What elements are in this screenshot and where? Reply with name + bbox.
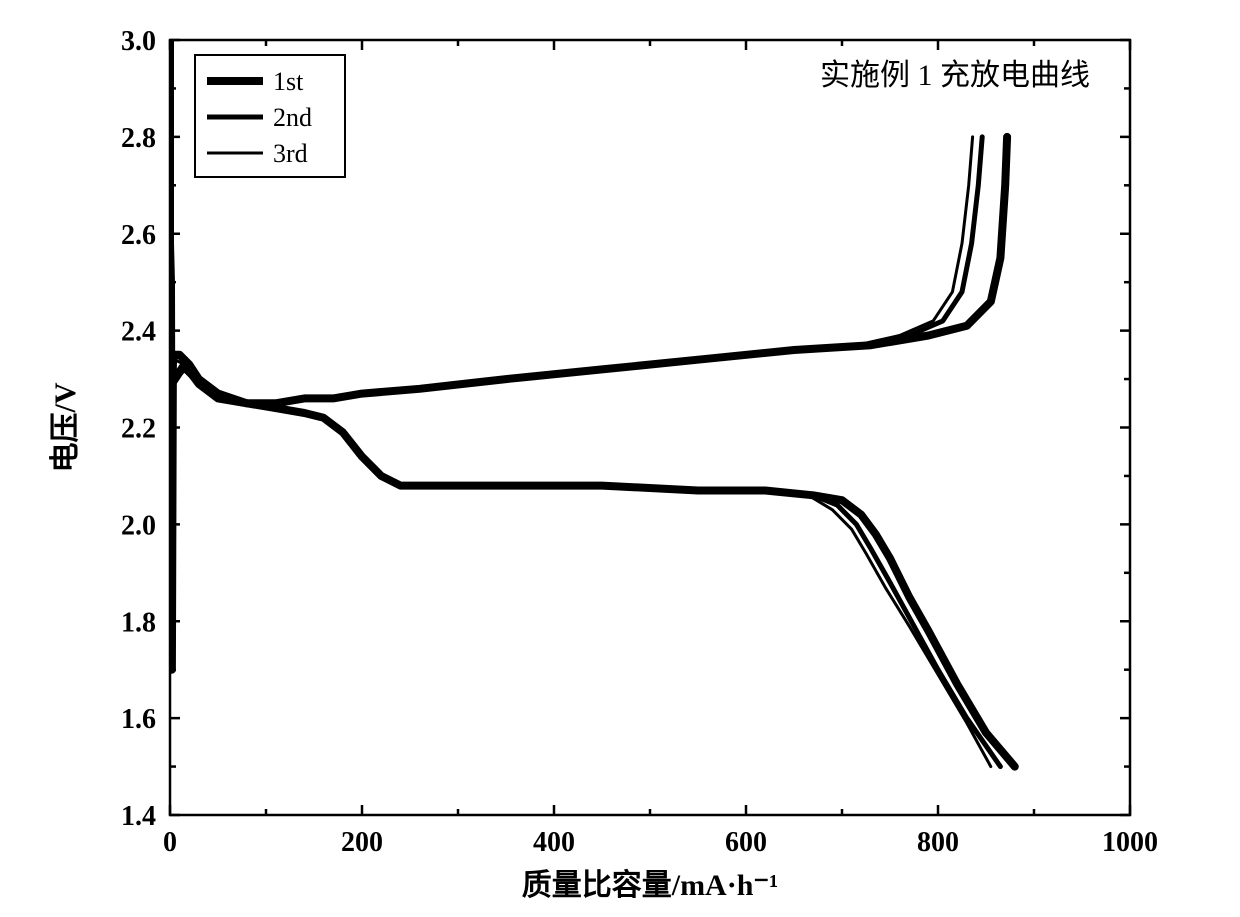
y-tick-label: 1.4 [121, 801, 156, 832]
legend-label: 2nd [273, 103, 312, 132]
y-tick-label: 2.2 [121, 414, 156, 445]
x-tick-label: 600 [725, 827, 767, 858]
x-axis-label: 质量比容量/mA·h⁻¹ [522, 869, 779, 902]
x-tick-label: 1000 [1102, 827, 1158, 858]
y-tick-label: 2.8 [121, 123, 156, 154]
y-tick-label: 2.0 [121, 510, 156, 541]
chart-title: 实施例 1 充放电曲线 [820, 59, 1090, 92]
y-tick-label: 2.6 [121, 220, 156, 251]
y-tick-label: 1.6 [121, 704, 156, 735]
x-tick-label: 400 [533, 827, 575, 858]
y-tick-label: 2.4 [121, 317, 156, 348]
x-tick-label: 0 [163, 827, 177, 858]
x-tick-label: 800 [917, 827, 959, 858]
legend-label: 1st [273, 67, 304, 96]
y-axis-label: 电压/V [49, 382, 82, 472]
x-tick-label: 200 [341, 827, 383, 858]
legend: 1st 2nd 3rd [195, 55, 345, 177]
y-tick-label: 3.0 [121, 26, 156, 57]
legend-label: 3rd [273, 139, 308, 168]
y-tick-label: 1.8 [121, 607, 156, 638]
charge-discharge-chart: 0 200 400 600 800 1000 1.4 1.6 1.8 2.0 2.2 2.4 2.6 2.… [0, 0, 1240, 917]
